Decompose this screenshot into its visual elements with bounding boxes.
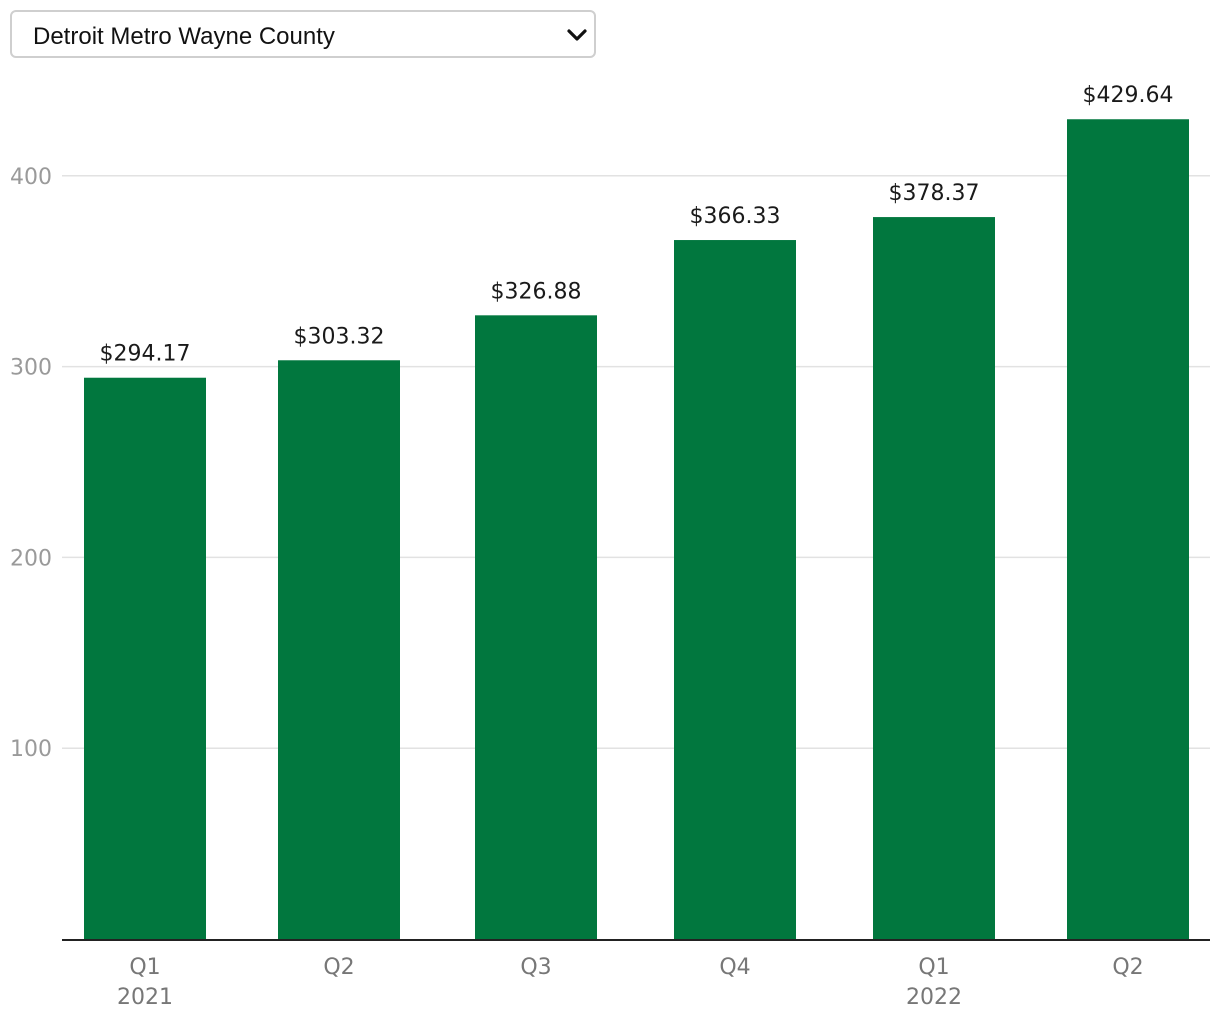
x-tick-label: Q1 [918,955,949,980]
data-label: $303.32 [294,324,385,349]
data-label: $326.88 [491,279,582,304]
x-tick-label: Q3 [520,955,551,980]
x-year-label: 2022 [906,985,962,1010]
y-tick-label: 200 [10,546,52,571]
region-select-value: Detroit Metro Wayne County [33,23,335,50]
bar [84,377,206,939]
bar [674,240,796,939]
data-label: $294.17 [100,342,191,367]
x-tick-label: Q4 [719,955,750,980]
x-tick-label: Q1 [129,955,160,980]
x-axis-ticks: Q1 2021 Q2 Q3 Q4 Q1 2022 Q2 [117,955,1144,1010]
x-tick-label: Q2 [1112,955,1143,980]
x-year-label: 2021 [117,985,173,1010]
bar [278,360,400,939]
y-tick-label: 100 [10,737,52,762]
data-label: $378.37 [889,181,980,206]
y-tick-label: 300 [10,356,52,381]
bar [1067,119,1189,939]
data-label: $366.33 [690,204,781,229]
data-labels: $294.17 $303.32 $326.88 $366.33 $378.37 $429.… [100,83,1174,366]
chevron-down-icon [567,29,587,41]
grid-lines: 100 200 300 400 [10,165,1210,762]
region-select[interactable]: Detroit Metro Wayne County [10,10,596,58]
data-label: $429.64 [1083,83,1174,108]
bar [475,315,597,939]
bar [873,217,995,939]
y-tick-label: 400 [10,165,52,190]
x-tick-label: Q2 [323,955,354,980]
bars [84,119,1189,939]
